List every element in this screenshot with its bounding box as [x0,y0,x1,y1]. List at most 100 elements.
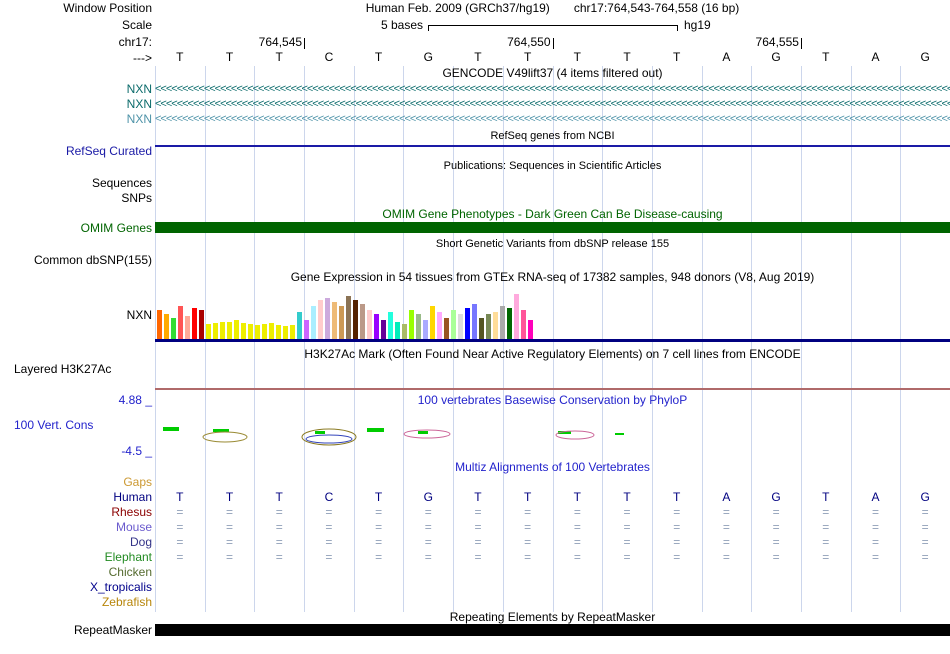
gtex-bar[interactable] [311,306,316,340]
gtex-bar[interactable] [367,310,372,340]
gtex-bar[interactable] [388,312,393,340]
gtex-bar[interactable] [360,304,365,340]
gtex-bar[interactable] [346,296,351,340]
multiz-species-label-gaps[interactable]: Gaps [123,475,152,489]
multiz-align-mark: = [822,505,830,519]
gtex-bar[interactable] [437,312,442,340]
gtex-bar[interactable] [374,314,379,340]
gencode-gene-label[interactable]: NXN [126,82,152,96]
conservation-track-title[interactable]: 100 vertebrates Basewise Conservation by… [417,393,688,407]
gencode-gene-label[interactable]: NXN [126,97,152,111]
gtex-bar[interactable] [297,312,302,340]
multiz-human-base: G [423,490,433,504]
publications-track-title[interactable]: Publications: Sequences in Scientific Ar… [443,160,662,172]
gtex-bar[interactable] [395,322,400,340]
gtex-bar[interactable] [192,308,197,340]
gtex-bar[interactable] [465,308,470,340]
gtex-bar[interactable] [402,324,407,340]
gtex-bar[interactable] [472,304,477,340]
gtex-bar[interactable] [430,306,435,340]
gtex-bar[interactable] [304,320,309,340]
h3k27ac-track-title[interactable]: H3K27Ac Mark (Often Found Near Active Re… [304,347,801,361]
gtex-bar[interactable] [353,300,358,340]
gtex-bar[interactable] [514,294,519,340]
multiz-species-label-human[interactable]: Human [113,490,152,504]
repeatmasker-item[interactable] [155,624,950,636]
gtex-bar[interactable] [325,298,330,340]
gencode-transcript[interactable]: <<<<<<<<<<<<<<<<<<<<<<<<<<<<<<<<<<<<<<<<… [155,98,950,110]
gencode-transcript[interactable]: <<<<<<<<<<<<<<<<<<<<<<<<<<<<<<<<<<<<<<<<… [155,83,950,95]
omim-track-title[interactable]: OMIM Gene Phenotypes - Dark Green Can Be… [382,207,723,221]
publications-sequences-label[interactable]: Sequences [91,176,152,190]
multiz-align-mark: = [375,535,383,549]
omim-gene-item[interactable] [155,222,950,233]
gtex-bar[interactable] [444,318,449,340]
dbsnp-track-label[interactable]: Common dbSNP(155) [33,253,152,267]
gencode-gene-label[interactable]: NXN [126,112,152,126]
gencode-track-title[interactable]: GENCODE V49lift37 (4 items filtered out) [442,66,663,80]
gtex-track-title[interactable]: Gene Expression in 54 tissues from GTEx … [290,270,815,284]
gtex-bar[interactable] [206,324,211,340]
gtex-bar[interactable] [479,318,484,340]
gtex-bar[interactable] [241,323,246,340]
gtex-bar[interactable] [409,310,414,340]
multiz-track-title[interactable]: Multiz Alignments of 100 Vertebrates [455,460,650,474]
conservation-track-label[interactable]: 100 Vert. Cons [14,418,94,432]
gtex-bar[interactable] [269,323,274,340]
gtex-bar[interactable] [157,310,162,340]
h3k27ac-track-label[interactable]: Layered H3K27Ac [14,362,112,376]
multiz-align-mark: = [474,550,482,564]
gtex-bar[interactable] [171,318,176,340]
gtex-bar[interactable] [451,310,456,340]
gtex-bar[interactable] [178,306,183,340]
omim-genes-label[interactable]: OMIM Genes [80,221,152,235]
gtex-bar[interactable] [458,314,463,340]
multiz-align-mark: = [424,550,432,564]
conservation-signal[interactable] [155,412,950,460]
gencode-transcript[interactable]: <<<<<<<<<<<<<<<<<<<<<<<<<<<<<<<<<<<<<<<<… [155,113,950,125]
multiz-species-label-mouse[interactable]: Mouse [115,520,152,534]
gtex-bar[interactable] [318,300,323,340]
multiz-species-label-chicken[interactable]: Chicken [108,565,152,579]
gtex-gene-label[interactable]: NXN [126,308,152,322]
gtex-bar[interactable] [332,302,337,340]
refseq-curated-label[interactable]: RefSeq Curated [65,144,152,158]
gtex-bar[interactable] [255,325,260,340]
gtex-bar[interactable] [381,320,386,340]
dbsnp-track-title[interactable]: Short Genetic Variants from dbSNP releas… [435,238,670,250]
gtex-bar[interactable] [220,322,225,340]
publications-snps-label[interactable]: SNPs [121,191,152,205]
multiz-species-label-elephant[interactable]: Elephant [104,550,152,564]
repeatmasker-track-label[interactable]: RepeatMasker [73,623,152,637]
scale-bar [428,25,678,31]
gtex-bar[interactable] [199,310,204,340]
multiz-species-label-rhesus[interactable]: Rhesus [111,505,152,519]
gtex-bar[interactable] [234,320,239,340]
multiz-species-label-x_tropicalis[interactable]: X_tropicalis [89,580,152,594]
gtex-bar[interactable] [416,314,421,340]
repeatmasker-track-title[interactable]: Repeating Elements by RepeatMasker [449,610,656,624]
gtex-bar[interactable] [493,312,498,340]
gtex-bar[interactable] [528,320,533,340]
gtex-bar[interactable] [486,314,491,340]
gtex-bar[interactable] [164,314,169,340]
h3k27ac-signal-line[interactable] [155,388,950,390]
refseq-track-title[interactable]: RefSeq genes from NCBI [490,130,615,142]
multiz-species-label-dog[interactable]: Dog [129,535,152,549]
gtex-bar[interactable] [500,306,505,340]
refseq-curated-item[interactable] [155,145,950,147]
gtex-bar-chart[interactable] [157,288,533,340]
gtex-bar[interactable] [276,325,281,340]
gtex-bar[interactable] [248,324,253,340]
gtex-bar[interactable] [213,323,218,340]
gtex-bar[interactable] [185,316,190,340]
gtex-bar[interactable] [262,324,267,340]
gtex-bar[interactable] [339,306,344,340]
gtex-bar[interactable] [423,320,428,340]
gtex-bar[interactable] [521,310,526,340]
gtex-bar[interactable] [507,308,512,340]
gtex-bar[interactable] [283,326,288,340]
multiz-species-label-zebrafish[interactable]: Zebrafish [101,595,152,609]
gtex-bar[interactable] [227,322,232,340]
gtex-bar[interactable] [290,325,295,340]
